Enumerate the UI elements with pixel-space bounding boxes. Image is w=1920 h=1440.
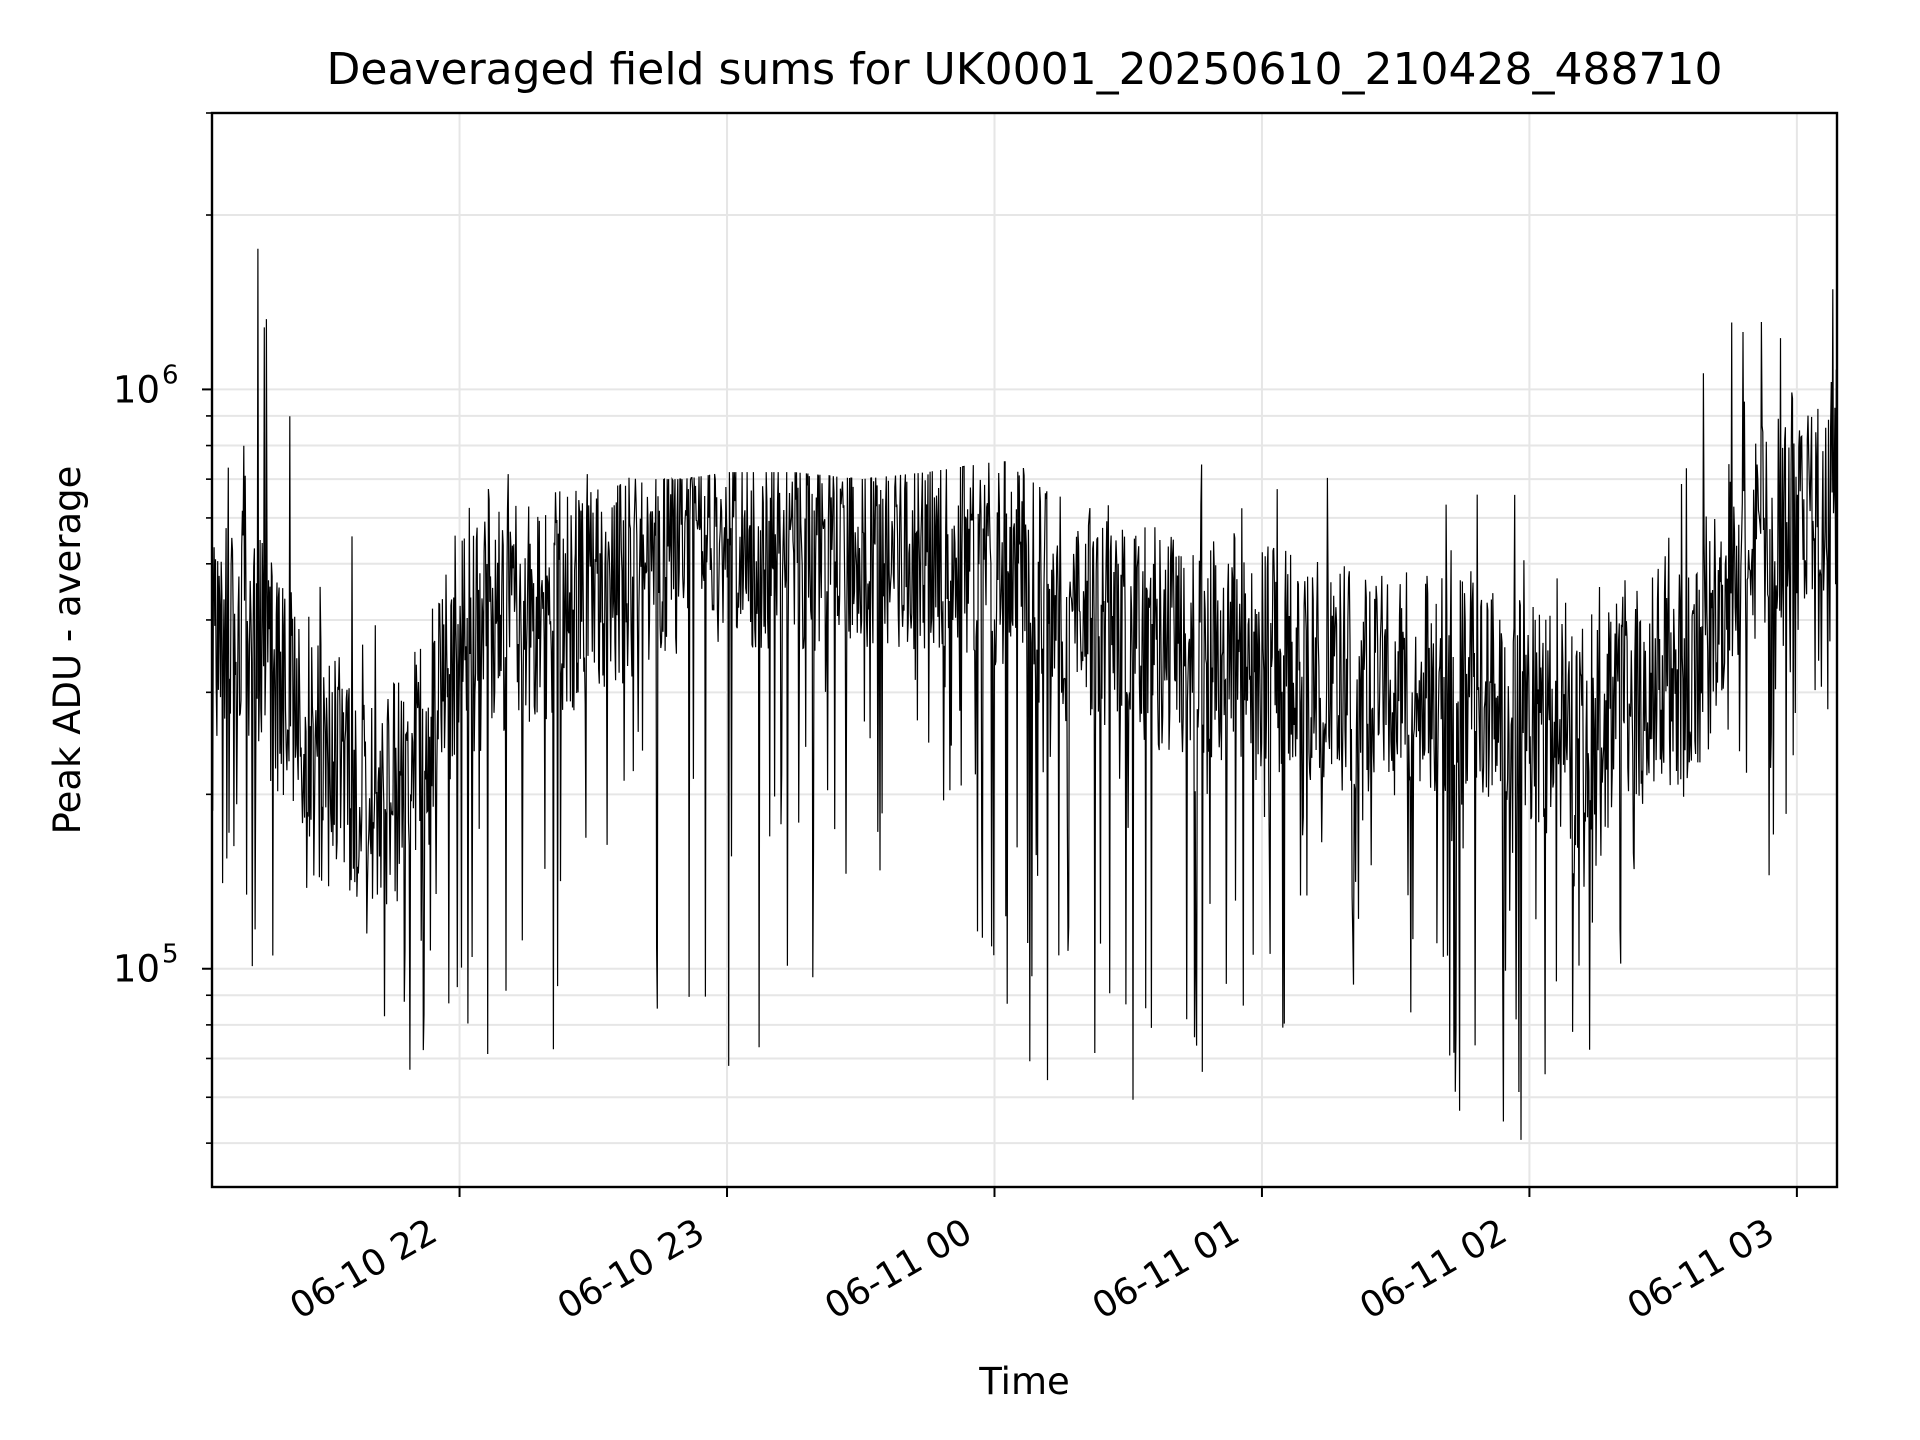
x-axis-label: Time — [978, 1360, 1070, 1403]
series-layer — [211, 248, 1838, 1140]
y-tick-base: 10 — [113, 368, 160, 411]
y-tick-exponent: 6 — [162, 360, 179, 390]
y-tick-label: 10 6 — [113, 360, 179, 411]
y-axis-label: Peak ADU - average — [46, 466, 89, 835]
y-tick-label: 10 5 — [113, 940, 179, 991]
chart-title: Deaveraged field sums for UK0001_2025061… — [327, 44, 1723, 95]
y-tick-exponent: 5 — [162, 940, 179, 970]
series-line — [211, 248, 1838, 1140]
y-tick-base: 10 — [113, 948, 160, 991]
ticks — [202, 112, 1798, 1197]
plot-frame — [210, 111, 1839, 1189]
